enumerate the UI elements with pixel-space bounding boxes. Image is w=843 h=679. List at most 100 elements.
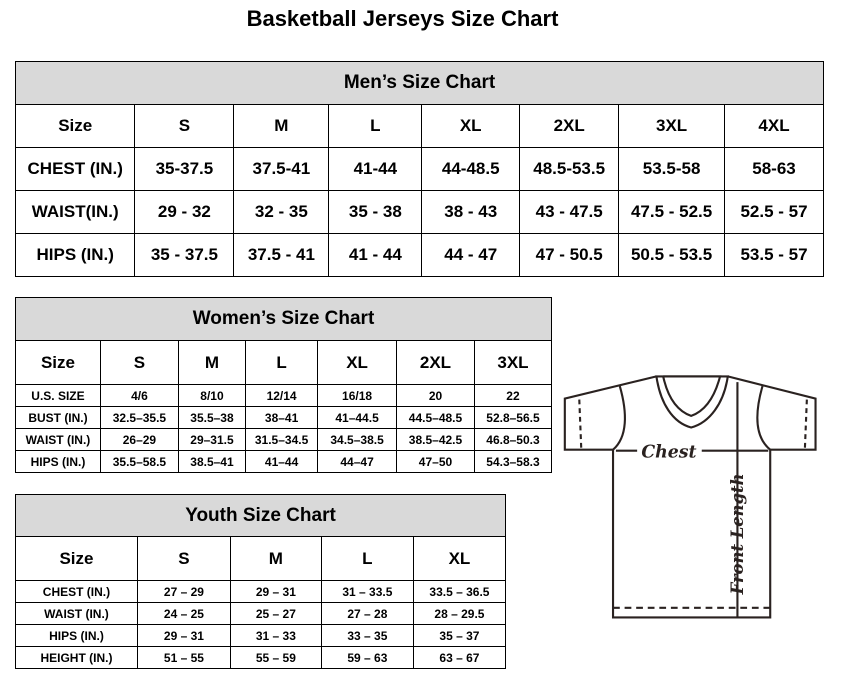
table-cell: 25 – 27 <box>229 602 322 625</box>
size-header-cell: Size <box>14 104 136 148</box>
table-cell: 24 – 25 <box>136 602 231 625</box>
table-cell: 29 – 31 <box>136 624 231 647</box>
table-cell: 29 - 32 <box>134 190 235 234</box>
size-header-cell: L <box>320 536 414 581</box>
size-header-cell: 3XL <box>473 340 553 385</box>
row-label: WAIST(IN.) <box>14 190 136 234</box>
size-header-cell: 2XL <box>396 340 475 385</box>
table-cell: 20 <box>396 384 475 407</box>
table-cell: 29 – 31 <box>229 580 322 603</box>
table-cell: 16/18 <box>317 384 398 407</box>
table-cell: 41 - 44 <box>328 233 423 277</box>
size-header-cell: XL <box>317 340 398 385</box>
size-header-cell: Size <box>15 536 138 581</box>
table-cell: 46.8–50.3 <box>473 428 553 451</box>
row-label: HEIGHT (IN.) <box>15 646 138 669</box>
mens-table-title: Men’s Size Chart <box>15 61 824 105</box>
table-row: HIPS (IN.) 35.5–58.5 38.5–41 41–44 44–47 47–5… <box>15 450 553 473</box>
table-row: CHEST (IN.) 27 – 29 29 – 31 31 – 33.5 33.5 –… <box>15 580 507 603</box>
table-cell: 48.5-53.5 <box>519 147 620 191</box>
size-header-cell: S <box>99 340 179 385</box>
size-header-cell: 4XL <box>724 104 824 148</box>
mens-size-table: Men’s Size Chart Size S M L XL 2XL 3XL 4XL CHEST… <box>14 61 824 277</box>
table-cell: 53.5 - 57 <box>724 233 824 277</box>
table-cell: 4/6 <box>99 384 179 407</box>
table-cell: 35 - 38 <box>328 190 423 234</box>
table-cell: 26–29 <box>99 428 179 451</box>
table-cell: 44.5–48.5 <box>396 406 475 429</box>
table-cell: 54.3–58.3 <box>473 450 553 473</box>
size-header-cell: S <box>136 536 231 581</box>
table-cell: 44-48.5 <box>421 147 521 191</box>
table-cell: 33 – 35 <box>320 624 414 647</box>
table-cell: 38–41 <box>245 406 319 429</box>
table-cell: 31 – 33.5 <box>320 580 414 603</box>
table-cell: 27 – 28 <box>320 602 414 625</box>
table-cell: 35-37.5 <box>134 147 235 191</box>
table-cell: 35.5–38 <box>177 406 247 429</box>
page-title: Basketball Jerseys Size Chart <box>246 6 559 31</box>
table-cell: 52.5 - 57 <box>724 190 824 234</box>
table-cell: 34.5–38.5 <box>317 428 398 451</box>
table-cell: 32.5–35.5 <box>99 406 179 429</box>
table-cell: 37.5 - 41 <box>233 233 330 277</box>
size-header-cell: S <box>134 104 235 148</box>
jersey-diagram: Chest Front Length <box>563 375 817 619</box>
table-cell: 58-63 <box>724 147 824 191</box>
chest-label: Chest <box>641 442 696 462</box>
table-row: WAIST(IN.) 29 - 32 32 - 35 35 - 38 38 - 43 43… <box>14 190 824 234</box>
size-header-cell: 3XL <box>618 104 726 148</box>
table-cell: 53.5-58 <box>618 147 726 191</box>
table-cell: 52.8–56.5 <box>473 406 553 429</box>
row-label: BUST (IN.) <box>15 406 101 429</box>
size-header-row: Size S M L XL 2XL 3XL <box>15 340 553 385</box>
table-cell: 51 – 55 <box>136 646 231 669</box>
table-cell: 38.5–41 <box>177 450 247 473</box>
table-cell: 31 – 33 <box>229 624 322 647</box>
table-cell: 47 - 50.5 <box>519 233 620 277</box>
table-cell: 33.5 – 36.5 <box>412 580 507 603</box>
table-cell: 28 – 29.5 <box>412 602 507 625</box>
table-cell: 47.5 - 52.5 <box>618 190 726 234</box>
table-cell: 55 – 59 <box>229 646 322 669</box>
size-header-cell: M <box>229 536 322 581</box>
table-cell: 41–44 <box>245 450 319 473</box>
size-header-cell: L <box>328 104 423 148</box>
table-row: U.S. SIZE 4/6 8/10 12/14 16/18 20 22 <box>15 384 553 407</box>
table-row: WAIST (IN.) 24 – 25 25 – 27 27 – 28 28 – 29.… <box>15 602 507 625</box>
youth-size-table: Youth Size Chart Size S M L XL CHEST (IN.) 27 … <box>15 494 507 669</box>
size-header-cell: XL <box>421 104 521 148</box>
table-cell: 22 <box>473 384 553 407</box>
table-cell: 29–31.5 <box>177 428 247 451</box>
table-cell: 41–44.5 <box>317 406 398 429</box>
size-header-cell: Size <box>15 340 101 385</box>
table-cell: 12/14 <box>245 384 319 407</box>
table-cell: 27 – 29 <box>136 580 231 603</box>
table-row: HIPS (IN.) 29 – 31 31 – 33 33 – 35 35 – 37 <box>15 624 507 647</box>
front-length-label: Front Length <box>728 473 747 595</box>
row-label: WAIST (IN.) <box>15 428 101 451</box>
size-header-cell: M <box>177 340 247 385</box>
row-label: U.S. SIZE <box>15 384 101 407</box>
table-cell: 43 - 47.5 <box>519 190 620 234</box>
table-cell: 35 - 37.5 <box>134 233 235 277</box>
table-cell: 31.5–34.5 <box>245 428 319 451</box>
table-cell: 63 – 67 <box>412 646 507 669</box>
row-label: WAIST (IN.) <box>15 602 138 625</box>
youth-table-title: Youth Size Chart <box>15 494 506 537</box>
size-header-row: Size S M L XL 2XL 3XL 4XL <box>14 104 824 148</box>
row-label: CHEST (IN.) <box>14 147 136 191</box>
table-row: HEIGHT (IN.) 51 – 55 55 – 59 59 – 63 63 – 67 <box>15 646 507 669</box>
table-row: HIPS (IN.) 35 - 37.5 37.5 - 41 41 - 44 44 - … <box>14 233 824 277</box>
table-cell: 50.5 - 53.5 <box>618 233 726 277</box>
table-row: BUST (IN.) 32.5–35.5 35.5–38 38–41 41–44.5 44… <box>15 406 553 429</box>
womens-table-title: Women’s Size Chart <box>15 297 552 341</box>
table-cell: 44 - 47 <box>421 233 521 277</box>
row-label: CHEST (IN.) <box>15 580 138 603</box>
table-row: WAIST (IN.) 26–29 29–31.5 31.5–34.5 34.5–38.… <box>15 428 553 451</box>
table-cell: 47–50 <box>396 450 475 473</box>
size-header-cell: XL <box>412 536 507 581</box>
table-cell: 8/10 <box>177 384 247 407</box>
table-cell: 38.5–42.5 <box>396 428 475 451</box>
table-row: CHEST (IN.) 35-37.5 37.5-41 41-44 44-48.5 48.… <box>14 147 824 191</box>
